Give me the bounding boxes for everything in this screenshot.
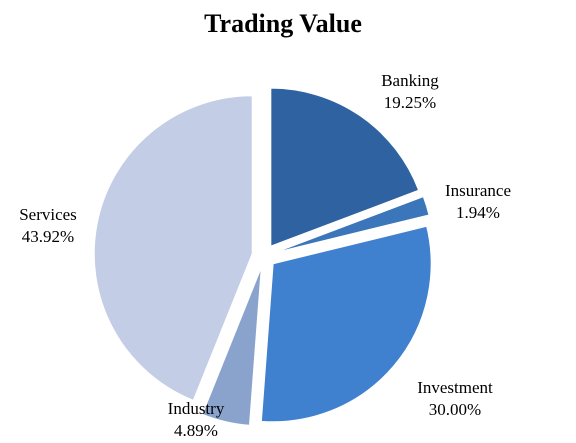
slice-label: Investment [417,378,493,397]
pie-slice [201,267,262,426]
slice-value-label: 30.00% [429,400,481,419]
slice-label: Banking [381,71,439,90]
slice-label: Services [19,205,77,224]
slice-value-label: 4.89% [174,421,218,440]
slice-value-label: 43.92% [22,227,74,246]
slice-label: Insurance [445,181,511,200]
slice-label: Industry [168,399,225,418]
pie-slice [275,195,430,253]
pie-slice [270,87,420,247]
pie-slice [260,225,432,423]
pie-slice [93,95,253,401]
chart-title: Trading Value [204,9,362,38]
slice-value-label: 1.94% [456,203,500,222]
slice-value-label: 19.25% [384,93,436,112]
